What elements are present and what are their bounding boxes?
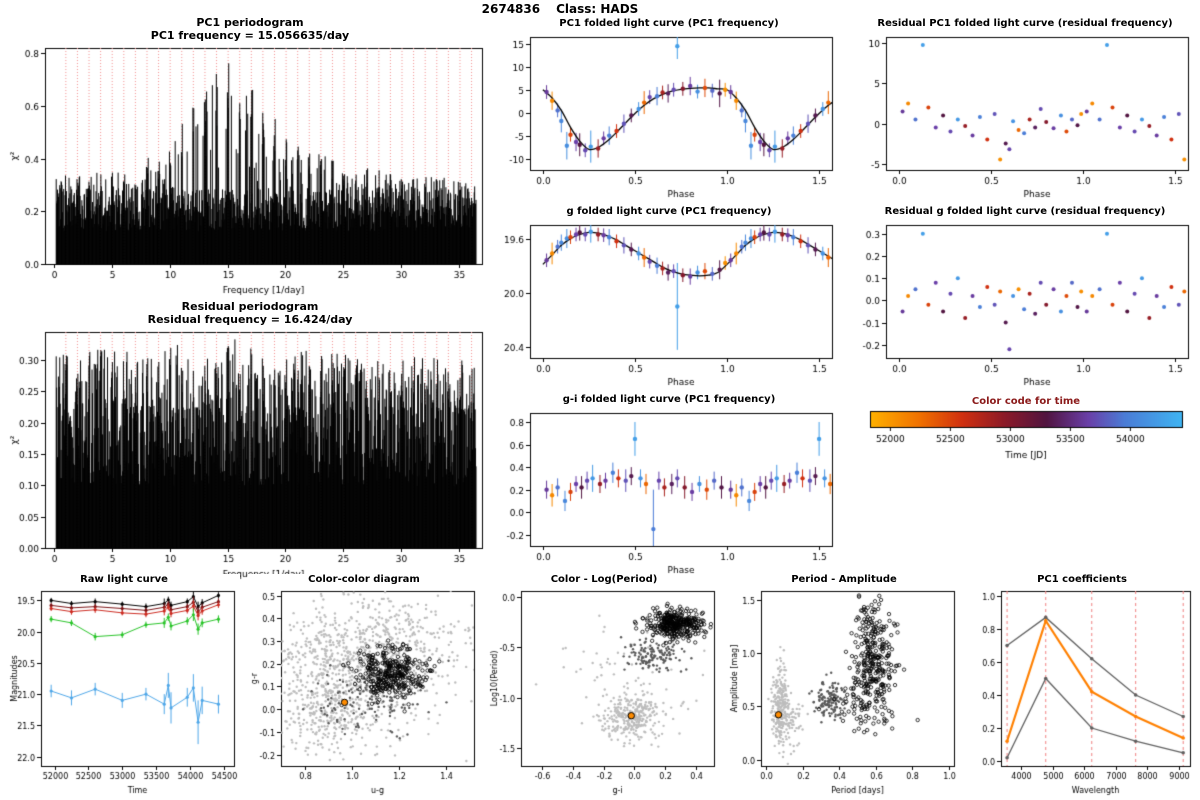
time-colorbar-canvas (858, 408, 1194, 472)
raw-light-curve-title: Raw light curve (80, 574, 168, 585)
residual-g-folded-lc-plot (852, 218, 1198, 388)
gi-folded-lc-plot (496, 406, 842, 576)
panel-pc1-folded-lc: PC1 folded light curve (PC1 frequency) (496, 18, 842, 200)
period-amplitude-title: Period - Amplitude (791, 574, 897, 585)
panel-raw-light-curve: Raw light curve (8, 574, 240, 796)
pc1-folded-lc-plot (496, 30, 842, 200)
panel-residual-pc1-folded-lc: Residual PC1 folded light curve (residua… (852, 18, 1198, 200)
panel-gi-folded-lc: g-i folded light curve (PC1 frequency) (496, 394, 842, 576)
residual-g-folded-lc-title: Residual g folded light curve (residual … (884, 206, 1166, 217)
pc1-periodogram-title: PC1 periodogram (196, 16, 304, 29)
panel-pc1-coefficients: PC1 coefficients (968, 574, 1196, 796)
page-title: 2674836 Class: HADS (340, 2, 780, 16)
pc1-coefficients-plot (968, 586, 1196, 796)
panel-g-folded-lc: g folded light curve (PC1 frequency) (496, 206, 842, 388)
color-logperiod-plot (488, 586, 720, 796)
g-folded-lc-plot (496, 218, 842, 388)
color-logperiod-title: Color - Log(Period) (550, 574, 658, 585)
pc1-coefficients-title: PC1 coefficients (1037, 574, 1127, 585)
residual-pc1-folded-lc-title: Residual PC1 folded light curve (residua… (877, 18, 1173, 29)
pc1-folded-lc-title: PC1 folded light curve (PC1 frequency) (559, 18, 779, 29)
object-id: 2674836 (481, 2, 541, 16)
panel-residual-periodogram: Residual periodogram Residual frequency … (8, 300, 492, 580)
panel-period-amplitude: Period - Amplitude (728, 574, 960, 796)
pc1-periodogram-subtitle: PC1 frequency = 15.056635/day (150, 29, 350, 42)
residual-periodogram-subtitle: Residual frequency = 16.424/day (147, 313, 353, 326)
color-color-diagram-plot (248, 586, 480, 796)
gi-folded-lc-title: g-i folded light curve (PC1 frequency) (562, 394, 776, 405)
period-amplitude-plot (728, 586, 960, 796)
panel-color-color-diagram: Color-color diagram (248, 574, 480, 796)
panel-color-logperiod: Color - Log(Period) (488, 574, 720, 796)
panel-time-colorbar: Color code for time (858, 396, 1194, 472)
residual-pc1-folded-lc-plot (852, 30, 1198, 200)
residual-periodogram-title: Residual periodogram (181, 300, 319, 313)
time-colorbar-title: Color code for time (971, 396, 1081, 407)
panel-residual-g-folded-lc: Residual g folded light curve (residual … (852, 206, 1198, 388)
color-color-diagram-title: Color-color diagram (308, 574, 420, 585)
pc1-periodogram-plot (8, 42, 492, 296)
panel-pc1-periodogram: PC1 periodogram PC1 frequency = 15.05663… (8, 16, 492, 296)
residual-periodogram-plot (8, 326, 492, 580)
g-folded-lc-title: g folded light curve (PC1 frequency) (566, 206, 772, 217)
class-label: Class: HADS (556, 2, 639, 16)
raw-light-curve-plot (8, 586, 240, 796)
